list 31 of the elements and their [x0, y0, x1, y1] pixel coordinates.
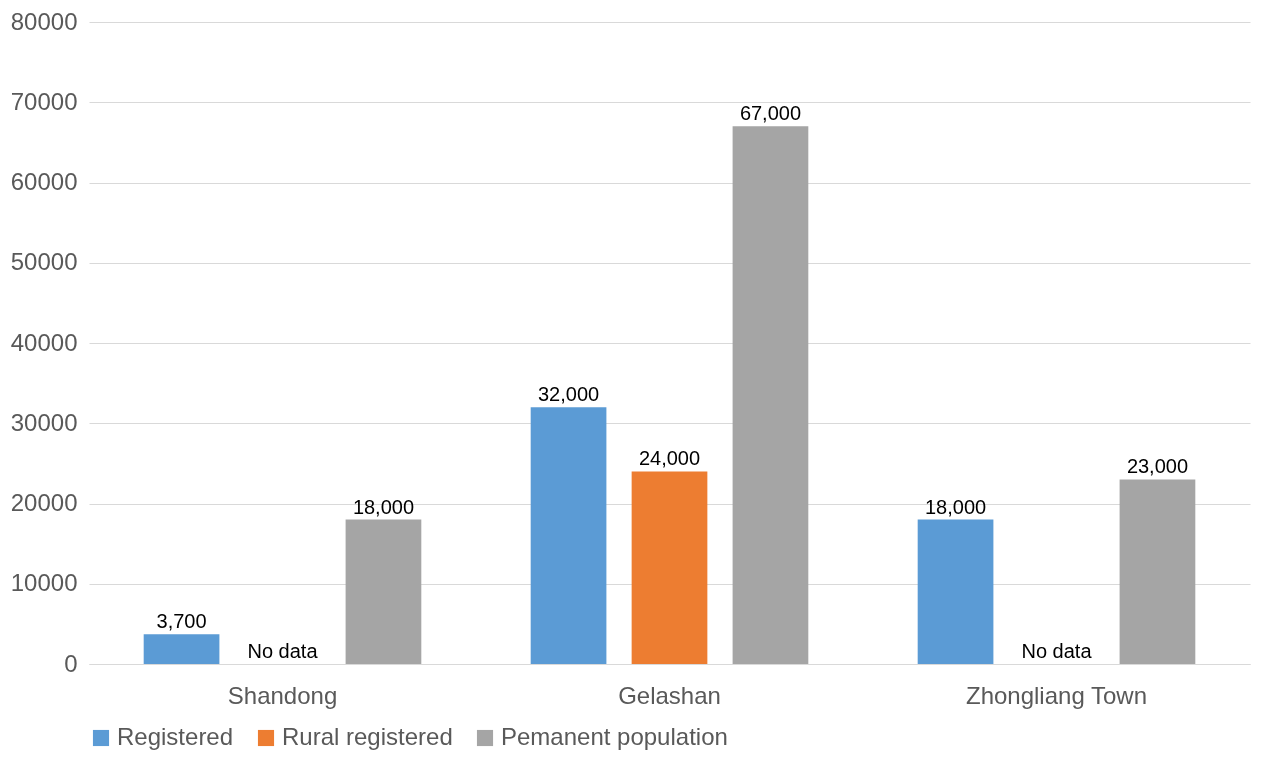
- y-tick-label: 10000: [10, 569, 78, 597]
- legend-label: Registered: [117, 723, 234, 750]
- data-label: 18,000: [352, 495, 415, 518]
- y-tick-label: 40000: [10, 328, 78, 356]
- data-label: 32,000: [537, 383, 600, 406]
- data-label: 24,000: [638, 447, 701, 470]
- bar: [143, 634, 220, 664]
- x-tick-label: Gelashan: [618, 681, 721, 709]
- legend-label: Pemanent population: [501, 723, 728, 750]
- bar: [530, 407, 607, 664]
- bar: [917, 519, 994, 664]
- bar: [631, 471, 708, 664]
- y-tick-label: 20000: [10, 489, 78, 516]
- text: No data: [247, 640, 318, 662]
- y-tick-label: 60000: [10, 168, 78, 195]
- text: No data: [1021, 640, 1092, 662]
- data-label: 67,000: [739, 102, 802, 125]
- y-tick-label: 30000: [10, 408, 78, 436]
- legend-label: Rural registered: [282, 723, 453, 750]
- bar: [1119, 479, 1196, 664]
- data-label: 23,000: [1126, 455, 1189, 478]
- y-tick-label: 70000: [10, 87, 78, 115]
- data-label: 18,000: [924, 495, 987, 518]
- bar: [345, 519, 422, 664]
- x-tick-label: Shandong: [227, 681, 338, 709]
- y-tick-label: 80000: [10, 7, 78, 35]
- data-label: 3,700: [156, 610, 207, 633]
- y-tick-label: 0: [64, 649, 78, 677]
- x-tick-label: Zhongliang Town: [965, 681, 1148, 709]
- y-tick-label: 50000: [10, 248, 78, 276]
- bar: [732, 126, 809, 664]
